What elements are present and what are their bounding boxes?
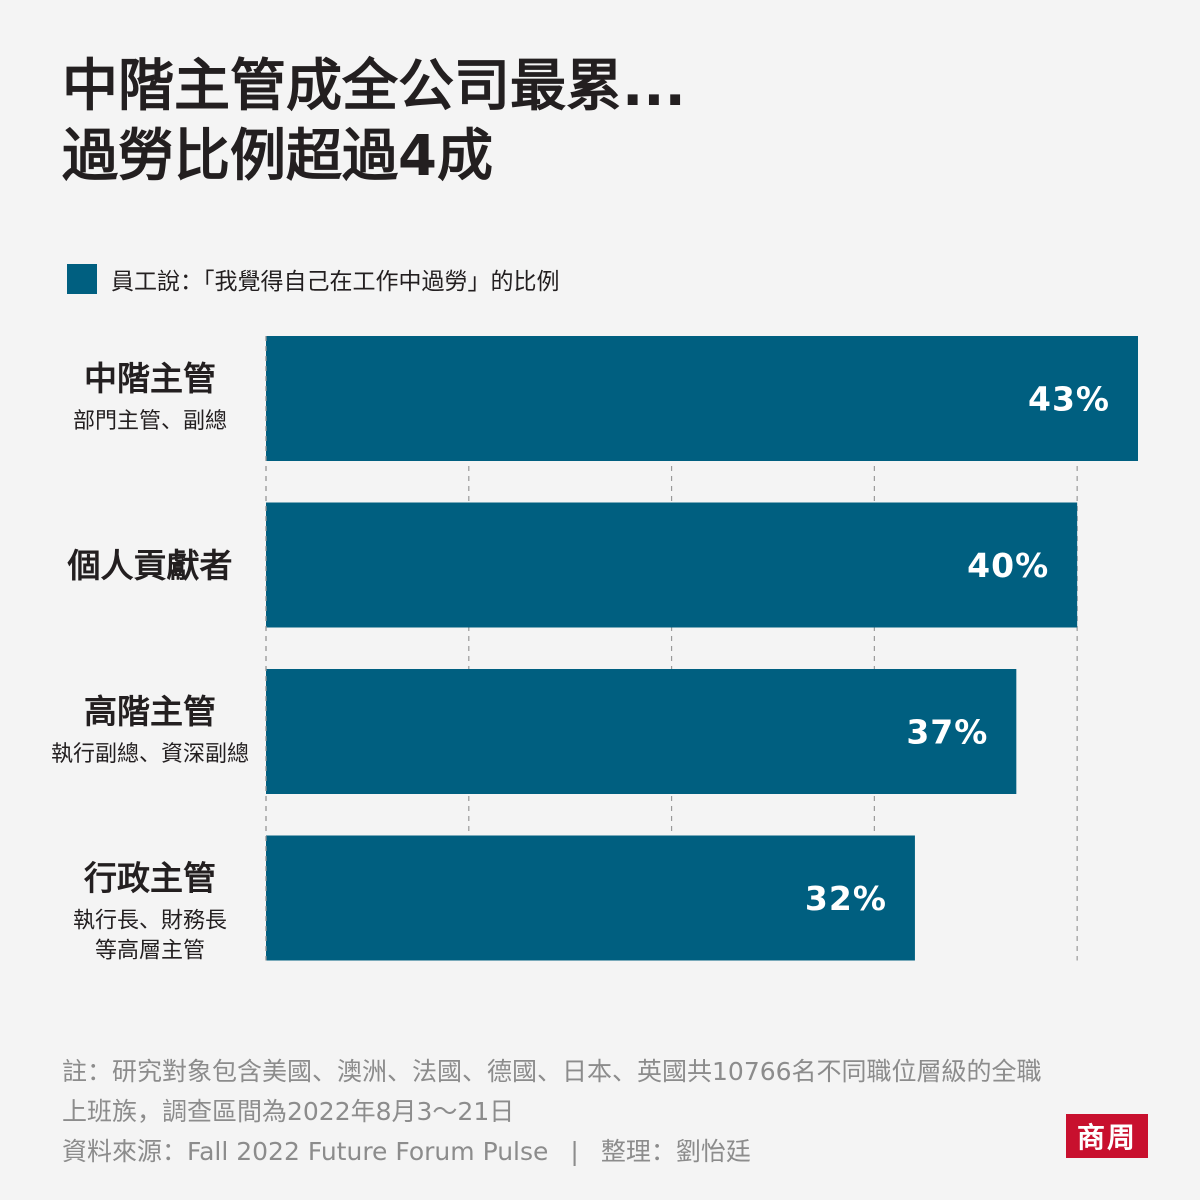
bar-value-label: 37% [906, 713, 988, 752]
category-label: 個人貢獻者 [67, 546, 233, 585]
bar [266, 669, 1017, 794]
publisher-logo: 商周 [1066, 1114, 1148, 1158]
bar-value-label: 32% [805, 879, 887, 918]
category-sublabel: 執行長、財務長 [73, 909, 227, 934]
publisher-logo-text: 商周 [1076, 1121, 1137, 1154]
chart-title-line-1: 中階主管成全公司最累... [62, 54, 686, 119]
source-text: 資料來源：Fall 2022 Future Forum Pulse [62, 1137, 549, 1166]
source-line: 資料來源：Fall 2022 Future Forum Pulse | 整理：劉怡廷 [62, 1132, 1152, 1172]
legend-label: 員工說：「我覺得自己在工作中過勞」的比例 [111, 269, 560, 295]
footnote-line-1: 註：研究對象包含美國、澳洲、法國、德國、日本、英國共10766名不同職位層級的全… [62, 1057, 1042, 1086]
source-separator: | [570, 1137, 579, 1166]
bar-value-label: 40% [967, 546, 1049, 585]
legend: 員工說：「我覺得自己在工作中過勞」的比例 [67, 262, 560, 296]
bar [266, 835, 915, 961]
category-sublabel: 執行副總、資深副總 [51, 742, 249, 767]
category-sublabel: 等高層主管 [95, 939, 205, 964]
bar [266, 336, 1138, 461]
category-label: 行政主管 [83, 859, 216, 898]
bar-value-label: 43% [1028, 380, 1110, 419]
bar [266, 502, 1078, 628]
editor-credit: 整理：劉怡廷 [600, 1137, 751, 1166]
footnote-line-2: 上班族，調查區間為2022年8月3～21日 [62, 1097, 515, 1126]
category-label: 中階主管 [84, 359, 216, 398]
chart-title-line-2: 過勞比例超過4成 [62, 124, 493, 189]
footer: 註：研究對象包含美國、澳洲、法國、德國、日本、英國共10766名不同職位層級的全… [62, 1052, 1152, 1172]
chart-title: 中階主管成全公司最累... 過勞比例超過4成 [62, 52, 686, 192]
category-sublabel: 部門主管、副總 [73, 409, 227, 434]
category-label: 高階主管 [84, 692, 216, 731]
legend-swatch [67, 264, 97, 294]
